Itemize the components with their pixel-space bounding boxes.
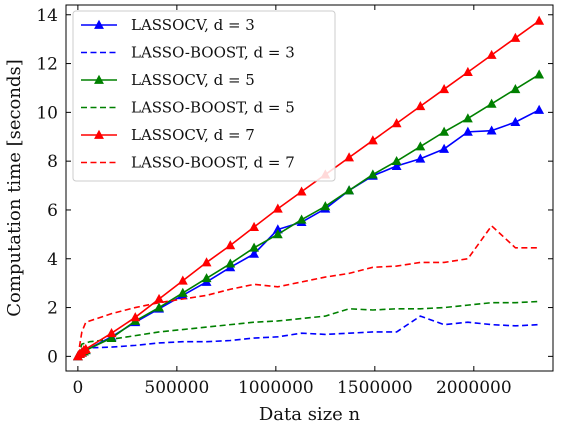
data-point — [177, 275, 188, 285]
data-point — [272, 229, 283, 239]
data-point — [249, 248, 260, 258]
plot-frame — [65, 4, 554, 372]
x-tick-label: 0 — [72, 378, 83, 398]
data-point — [106, 327, 117, 338]
legend-label: LASSOCV, d = 3 — [131, 16, 255, 34]
y-tick-label: 4 — [47, 250, 58, 270]
y-tick-label: 6 — [47, 201, 58, 221]
data-point — [296, 214, 307, 224]
data-point — [320, 201, 331, 211]
data-point — [177, 287, 188, 297]
data-point — [534, 104, 545, 114]
data-point — [462, 113, 473, 123]
data-point — [439, 126, 450, 136]
x-axis-label: Data size n — [259, 404, 361, 425]
data-point — [344, 185, 355, 195]
data-point — [391, 155, 402, 166]
data-point — [439, 143, 450, 153]
data-point — [439, 83, 450, 94]
data-point — [130, 312, 141, 322]
legend-marker — [94, 74, 104, 84]
series-6 — [77, 225, 540, 357]
data-point — [344, 152, 355, 162]
series-4 — [77, 300, 540, 357]
data-point — [249, 242, 260, 252]
data-point — [201, 273, 212, 283]
data-point — [249, 221, 260, 231]
legend-marker — [94, 129, 104, 139]
x-tick-label: 1500000 — [337, 378, 413, 398]
series-5 — [72, 15, 545, 361]
data-point — [391, 160, 402, 170]
data-point — [462, 66, 473, 76]
data-point — [367, 135, 378, 145]
data-point — [415, 141, 426, 151]
legend-label: LASSO-BOOST, d = 5 — [131, 99, 295, 117]
series-line — [77, 315, 540, 357]
data-point — [391, 118, 402, 128]
legend-item: LASSOCV, d = 3 — [81, 16, 255, 34]
y-tick-label: 0 — [47, 347, 58, 367]
series-line — [77, 225, 540, 357]
data-point — [225, 258, 236, 268]
data-point — [486, 98, 497, 108]
x-tick-label: 2000000 — [436, 378, 512, 398]
legend: LASSOCV, d = 3 LASSO-BOOST, d = 3 LASSOCV,… — [72, 10, 336, 182]
series-layer — [72, 15, 545, 361]
legend-box — [72, 10, 336, 182]
data-point — [225, 240, 236, 250]
series-2 — [77, 315, 540, 357]
data-point — [534, 15, 545, 25]
data-point — [415, 101, 426, 111]
ticks-layer: 0 500000 1000000 1500000 2000000 0 2 4 6 8 10 12 14 — [36, 5, 553, 398]
data-point — [486, 125, 497, 135]
legend-item: LASSO-BOOST, d = 5 — [81, 99, 295, 117]
legend-label: LASSO-BOOST, d = 7 — [131, 154, 295, 172]
legend-label: LASSOCV, d = 5 — [131, 71, 255, 89]
data-point — [201, 257, 212, 267]
data-point — [80, 343, 91, 353]
data-point — [272, 203, 283, 213]
data-point — [462, 126, 473, 136]
legend-item: LASSOCV, d = 5 — [81, 71, 255, 89]
y-tick-label: 12 — [36, 55, 58, 75]
y-tick-label: 14 — [36, 6, 58, 26]
x-tick-label: 1000000 — [238, 378, 314, 398]
legend-item: LASSO-BOOST, d = 3 — [81, 44, 295, 62]
legend-label: LASSOCV, d = 7 — [131, 126, 255, 144]
y-tick-label: 10 — [36, 103, 58, 123]
x-tick-label: 500000 — [144, 378, 209, 398]
legend-marker — [94, 19, 104, 29]
data-point — [486, 49, 497, 59]
data-point — [154, 293, 164, 303]
legend-item: LASSO-BOOST, d = 7 — [81, 154, 295, 172]
data-point — [510, 116, 521, 127]
y-tick-label: 2 — [47, 299, 58, 319]
data-point — [296, 186, 307, 196]
data-point — [415, 153, 426, 163]
legend-item: LASSOCV, d = 7 — [81, 126, 255, 144]
data-point — [534, 69, 545, 79]
data-point — [510, 32, 521, 42]
data-point — [154, 302, 164, 312]
y-tick-label: 8 — [47, 152, 58, 172]
data-point — [367, 169, 378, 179]
y-axis-label: Computation time [seconds] — [4, 59, 25, 317]
data-point — [510, 83, 521, 94]
legend-label: LASSO-BOOST, d = 3 — [131, 44, 295, 62]
data-point — [272, 224, 283, 234]
series-line — [77, 300, 540, 357]
